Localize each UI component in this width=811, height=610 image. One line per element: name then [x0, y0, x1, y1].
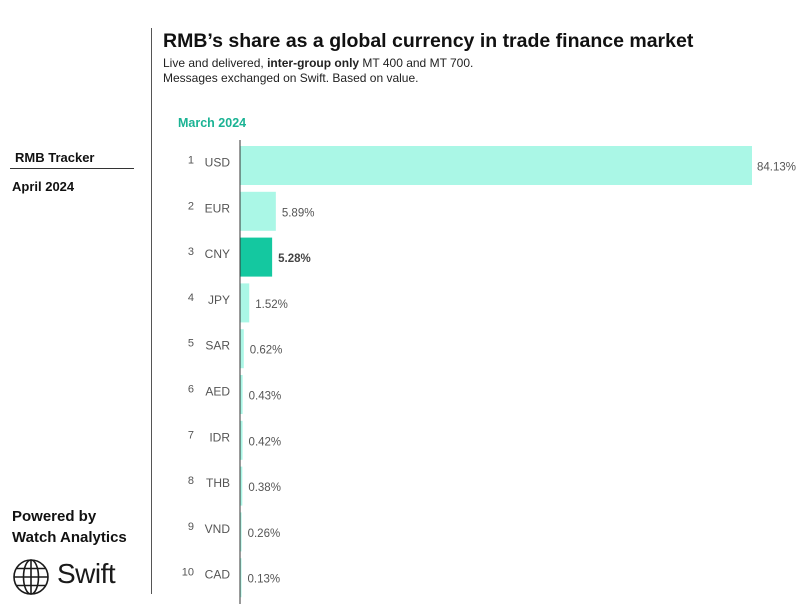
- category-label: USD: [205, 156, 231, 170]
- category-label: SAR: [205, 339, 230, 353]
- category-label: JPY: [208, 293, 230, 307]
- value-label: 0.26%: [248, 528, 281, 540]
- tracker-divider: [10, 168, 134, 169]
- bar-jpy: [240, 283, 250, 323]
- rank-label: 1: [188, 155, 194, 167]
- value-label: 84.13%: [757, 162, 796, 174]
- brand-name: Swift: [57, 558, 116, 589]
- subtitle-line-1: Live and delivered, inter-group only MT …: [163, 56, 473, 71]
- bar-sar: [240, 329, 244, 369]
- rank-label: 10: [182, 567, 194, 579]
- subtitle-bold: inter-group only: [267, 56, 360, 70]
- value-label: 0.13%: [248, 574, 281, 586]
- vertical-divider: [151, 28, 152, 594]
- chart-title: RMB’s share as a global currency in trad…: [163, 30, 694, 52]
- rank-label: 3: [188, 246, 194, 258]
- period-label: March 2024: [178, 116, 247, 130]
- tracker-label: RMB Tracker: [15, 150, 95, 165]
- bar-cny: [240, 237, 273, 277]
- powered-line-1: Powered by: [12, 508, 97, 525]
- category-label: EUR: [205, 201, 231, 215]
- left-panel: RMB Tracker April 2024 Powered by Watch …: [0, 0, 150, 610]
- rank-label: 6: [188, 384, 194, 396]
- value-label: 0.38%: [248, 482, 281, 494]
- bar-aed: [240, 375, 243, 414]
- tracker-date: April 2024: [12, 179, 75, 194]
- bar-eur: [240, 191, 276, 231]
- value-label: 5.28%: [278, 253, 311, 265]
- swift-logo: Swift: [12, 556, 142, 596]
- powered-line-2: Watch Analytics: [12, 529, 127, 546]
- category-label: AED: [205, 385, 230, 399]
- category-label: VND: [205, 522, 231, 536]
- chart-subtitle: Live and delivered, inter-group only MT …: [163, 56, 473, 86]
- bar-usd: [240, 146, 752, 185]
- value-label: 0.42%: [249, 436, 282, 448]
- rank-label: 7: [188, 429, 194, 441]
- rank-label: 5: [188, 338, 194, 350]
- bar-idr: [240, 420, 243, 460]
- rank-label: 9: [188, 521, 194, 533]
- globe-icon: [13, 559, 49, 595]
- value-label: 0.62%: [250, 345, 283, 357]
- rank-label: 2: [188, 200, 194, 212]
- value-label: 5.89%: [282, 207, 315, 219]
- category-label: IDR: [209, 430, 230, 444]
- category-label: CNY: [205, 247, 230, 261]
- rank-label: 8: [188, 475, 194, 487]
- category-label: THB: [206, 476, 230, 490]
- value-label: 1.52%: [255, 299, 288, 311]
- rank-label: 4: [188, 292, 194, 304]
- bar-cad: [240, 558, 242, 598]
- category-label: CAD: [205, 568, 231, 582]
- bar-vnd: [240, 512, 242, 552]
- subtitle-line-2: Messages exchanged on Swift. Based on va…: [163, 71, 419, 85]
- value-label: 0.43%: [249, 391, 282, 403]
- subtitle-post: MT 400 and MT 700.: [359, 56, 474, 70]
- subtitle-pre: Live and delivered,: [163, 56, 268, 70]
- powered-by-text: Powered by Watch Analytics: [12, 506, 127, 548]
- bar-thb: [240, 466, 243, 506]
